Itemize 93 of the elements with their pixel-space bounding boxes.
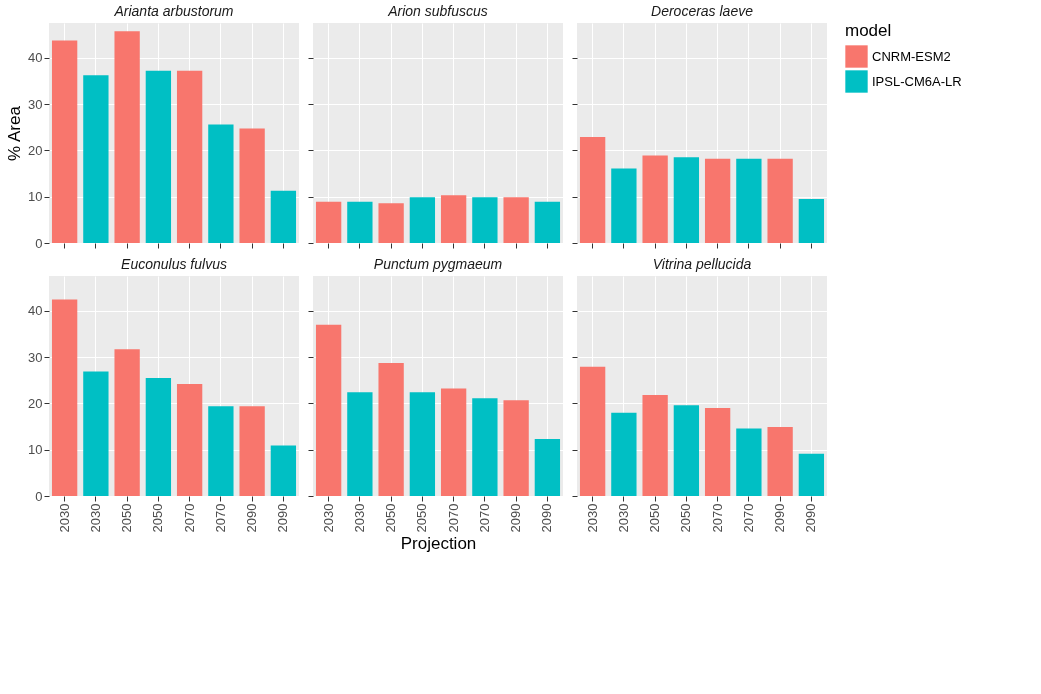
y-tick-label: 20 [28,395,43,411]
chart-title: Arion subfuscus [387,3,488,19]
legend-label: CNRM-ESM2 [872,48,951,64]
y-tick-label: 10 [28,442,43,458]
x-tick-label: 2030 [351,503,367,533]
chart-title: Deroceras laeve [651,3,754,19]
bar [440,195,467,243]
x-tick-label: 2050 [678,503,694,533]
x-tick-label: 2090 [803,503,819,533]
bar [176,70,203,243]
bar [208,124,234,243]
y-tick-label: 30 [28,96,43,112]
bar [145,70,172,243]
x-tick-label: 2030 [615,503,631,533]
bar [239,128,265,243]
bar [409,392,436,496]
x-tick-label: 2070 [740,503,756,533]
x-tick-label: 2030 [320,503,336,533]
bar [503,197,529,243]
x-tick-label: 2090 [275,503,291,533]
bar [315,201,342,243]
bar [673,405,700,496]
bar [114,31,140,243]
y-tick-label: 20 [28,142,43,158]
bar [611,412,637,496]
bar [736,158,762,243]
bar [378,203,404,243]
bar [239,406,265,496]
y-tick-label: 40 [28,50,43,66]
bar [534,439,561,496]
bar [673,157,700,243]
x-axis-title: Projection [400,534,477,554]
bar [114,349,140,496]
x-tick-label: 2050 [119,503,135,533]
bar [51,299,78,496]
bar [642,395,668,496]
y-tick-label: 40 [28,303,43,319]
x-tick-label: 2090 [508,503,524,533]
chart-title: Punctum pygmaeum [373,256,503,272]
bar [767,158,793,243]
bar [534,201,561,243]
bar [347,201,373,243]
y-tick-label: 0 [35,235,43,251]
bar [472,197,498,243]
bar [798,199,825,243]
bar [798,453,825,496]
x-tick-label: 2090 [772,503,788,533]
bar [736,428,762,496]
bar [704,408,731,496]
x-tick-label: 2070 [709,503,725,533]
x-tick-label: 2030 [584,503,600,533]
bar [270,445,297,496]
bar [611,168,637,243]
bar [767,426,793,496]
chart-title: Arianta arbustorum [113,3,234,19]
chart-title: Euconulus fulvus [121,256,227,272]
x-tick-label: 2050 [383,503,399,533]
bar [176,383,203,496]
bar [315,324,342,496]
x-tick-label: 2090 [539,503,555,533]
x-tick-label: 2070 [212,503,228,533]
y-axis-title: % Area [5,105,25,161]
y-tick-label: 0 [35,488,43,504]
legend-title: model [845,21,892,40]
bar [145,377,172,496]
x-tick-label: 2030 [87,503,103,533]
bar [409,197,436,243]
bar [270,190,297,243]
bar [83,371,109,496]
bar [704,158,731,243]
legend-label: IPSL-CM6A-LR [872,73,962,89]
bar [440,388,467,496]
x-tick-label: 2030 [56,503,72,533]
chart-title: Vitrina pellucida [652,256,752,272]
bar [503,400,529,496]
bar [579,136,606,243]
bar [83,75,109,243]
bar [208,406,234,496]
x-tick-label: 2050 [150,503,166,533]
x-tick-label: 2050 [647,503,663,533]
x-tick-label: 2050 [414,503,430,533]
bar [579,366,606,496]
x-tick-label: 2070 [445,503,461,533]
y-tick-label: 30 [28,349,43,365]
bar [472,398,498,496]
x-tick-label: 2070 [476,503,492,533]
bar [378,363,404,496]
x-tick-label: 2070 [181,503,197,533]
bar [51,40,78,243]
bar [347,392,373,496]
x-tick-label: 2090 [244,503,260,533]
y-tick-label: 10 [28,189,43,205]
bar [642,155,668,243]
